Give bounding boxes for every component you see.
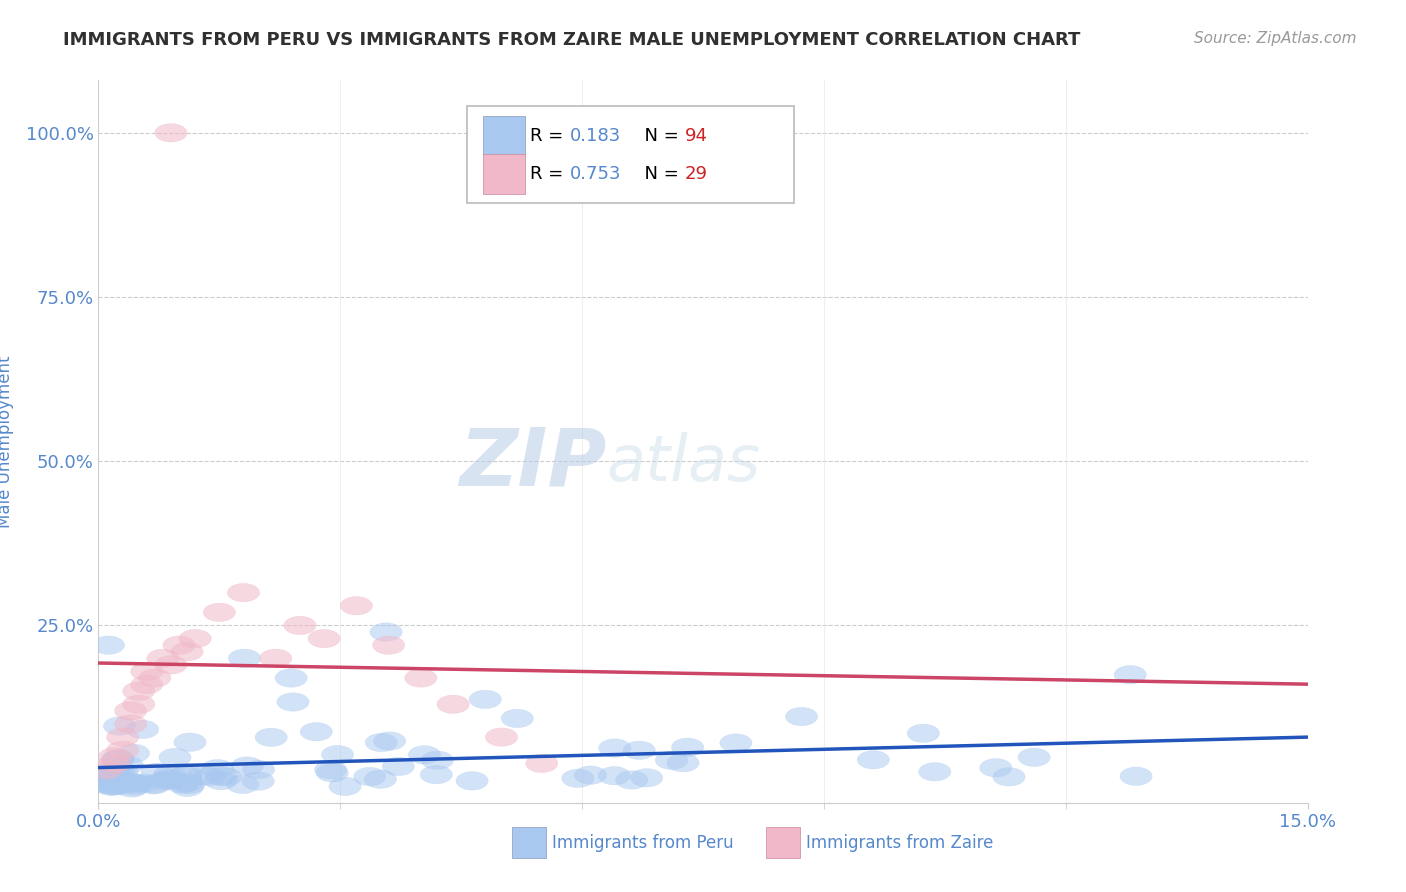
Text: IMMIGRANTS FROM PERU VS IMMIGRANTS FROM ZAIRE MALE UNEMPLOYMENT CORRELATION CHAR: IMMIGRANTS FROM PERU VS IMMIGRANTS FROM … [63, 31, 1081, 49]
Text: N =: N = [633, 165, 685, 183]
Text: 0.753: 0.753 [569, 165, 621, 183]
Text: Immigrants from Zaire: Immigrants from Zaire [806, 833, 993, 852]
Text: 0.183: 0.183 [569, 127, 621, 145]
Text: Source: ZipAtlas.com: Source: ZipAtlas.com [1194, 31, 1357, 46]
Text: Immigrants from Peru: Immigrants from Peru [551, 833, 734, 852]
FancyBboxPatch shape [482, 154, 526, 194]
Text: atlas: atlas [606, 433, 761, 494]
FancyBboxPatch shape [512, 828, 546, 858]
Text: 29: 29 [685, 165, 707, 183]
Text: R =: R = [530, 127, 569, 145]
FancyBboxPatch shape [482, 116, 526, 156]
Y-axis label: Male Unemployment: Male Unemployment [0, 355, 14, 528]
Text: N =: N = [633, 127, 685, 145]
Text: ZIP: ZIP [458, 425, 606, 502]
FancyBboxPatch shape [766, 828, 800, 858]
FancyBboxPatch shape [467, 105, 793, 203]
Text: 94: 94 [685, 127, 707, 145]
Text: R =: R = [530, 165, 569, 183]
